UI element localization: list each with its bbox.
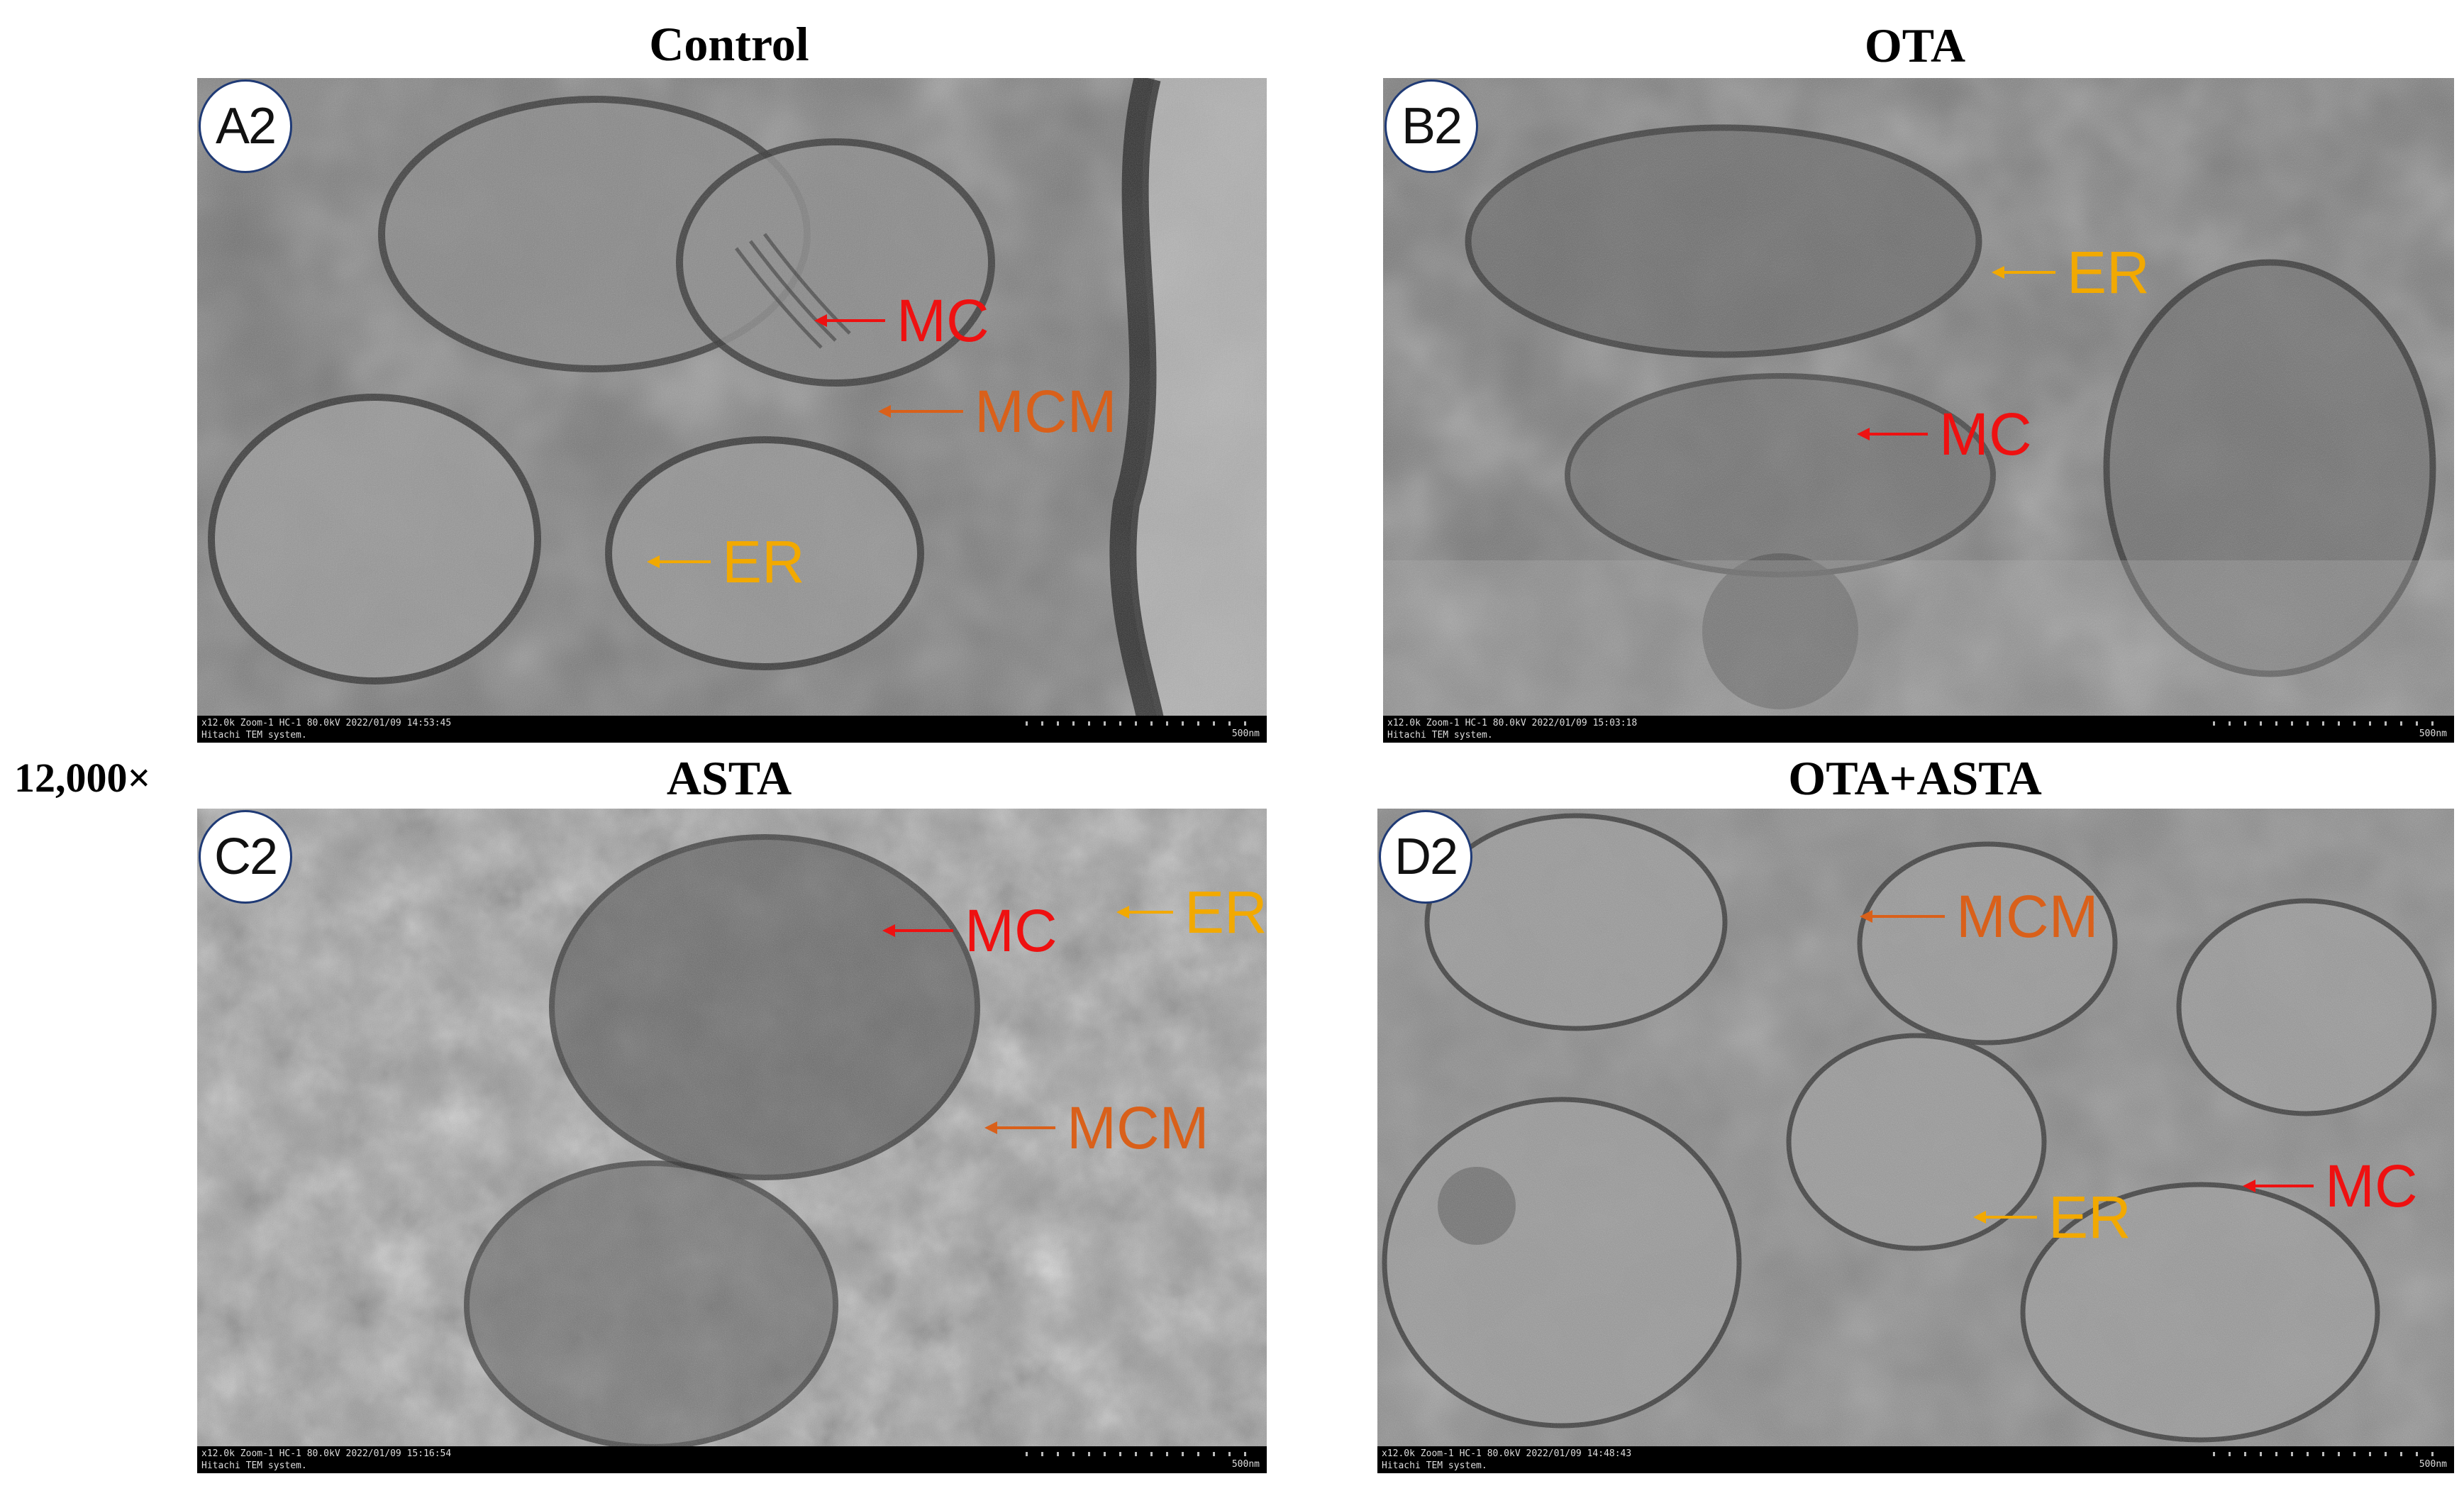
arrow-left-icon <box>814 314 885 327</box>
status-line-1: x12.0k Zoom-1 HC-1 80.0kV 2022/01/09 15:… <box>201 1448 452 1459</box>
magnification-label: 12,000× <box>14 755 151 801</box>
tem-micrograph-b <box>1383 78 2454 743</box>
status-line-1: x12.0k Zoom-1 HC-1 80.0kV 2022/01/09 14:… <box>201 718 452 728</box>
annotation-er: ER <box>1992 243 2150 302</box>
annotation-er: ER <box>1973 1187 2131 1247</box>
status-line-1: x12.0k Zoom-1 HC-1 80.0kV 2022/01/09 14:… <box>1382 1448 1632 1459</box>
panel-badge-b2: B2 <box>1384 79 1478 173</box>
annotation-label: MCM <box>1067 1094 1209 1161</box>
tem-micrograph-d <box>1377 809 2454 1473</box>
arrow-left-icon <box>1973 1211 2037 1224</box>
status-line-2: Hitachi TEM system. <box>201 730 307 741</box>
annotation-label: MC <box>1939 401 2032 467</box>
annotation-label: MC <box>897 287 989 354</box>
annotation-mc: MC <box>882 901 1058 960</box>
scale-label: 500nm <box>1231 728 1260 740</box>
arrow-left-icon <box>882 924 953 937</box>
annotation-er: ER <box>647 532 805 592</box>
tem-status-bar: x12.0k Zoom-1 HC-1 80.0kV 2022/01/09 15:… <box>197 1446 1267 1473</box>
annotation-label: ER <box>2067 239 2150 306</box>
scale-label: 500nm <box>1231 1459 1260 1470</box>
annotation-label: MCM <box>1956 883 2099 950</box>
status-line-2: Hitachi TEM system. <box>1382 1460 1487 1471</box>
status-line-2: Hitachi TEM system. <box>201 1460 307 1471</box>
arrow-left-icon <box>984 1121 1055 1134</box>
annotation-mc: MC <box>1857 404 2032 464</box>
annotation-er: ER <box>1116 882 1267 942</box>
panel-d-micrograph: D2 MCM MC ER x12.0k Zoom-1 HC-1 80.0kV 2… <box>1377 809 2454 1473</box>
annotation-label: ER <box>1184 879 1267 946</box>
annotation-label: MCM <box>975 378 1117 445</box>
panel-b-title: OTA <box>1864 18 1966 72</box>
annotation-label: ER <box>722 528 805 595</box>
annotation-mc: MC <box>2243 1156 2418 1216</box>
panel-badge-a2: A2 <box>199 79 292 173</box>
arrow-left-icon <box>1116 906 1173 919</box>
annotation-label: ER <box>2048 1184 2131 1251</box>
panel-badge-d2: D2 <box>1379 810 1472 904</box>
annotation-mcm: MCM <box>1860 887 2099 946</box>
annotation-mc: MC <box>814 291 989 350</box>
tem-status-bar: x12.0k Zoom-1 HC-1 80.0kV 2022/01/09 14:… <box>197 716 1267 743</box>
tem-micrograph-a <box>197 78 1267 743</box>
tem-micrograph-c <box>197 809 1267 1473</box>
panel-badge-c2: C2 <box>199 810 292 904</box>
tem-status-bar: x12.0k Zoom-1 HC-1 80.0kV 2022/01/09 14:… <box>1377 1446 2454 1473</box>
panel-d-title: OTA+ASTA <box>1788 751 2042 805</box>
panel-c-title: ASTA <box>666 751 792 805</box>
annotation-label: MC <box>2325 1153 2418 1219</box>
panel-a-title: Control <box>649 17 809 71</box>
arrow-left-icon <box>878 405 963 418</box>
arrow-left-icon <box>1857 428 1928 440</box>
arrow-left-icon <box>1992 266 2055 279</box>
scale-label: 500nm <box>2419 1459 2447 1470</box>
status-line-1: x12.0k Zoom-1 HC-1 80.0kV 2022/01/09 15:… <box>1387 718 1638 728</box>
panel-b-micrograph: B2 ER MC x12.0k Zoom-1 HC-1 80.0kV 2022/… <box>1383 78 2454 743</box>
scale-bar <box>2213 1452 2447 1456</box>
annotation-mcm: MCM <box>878 382 1117 441</box>
annotation-mcm: MCM <box>984 1098 1209 1158</box>
scale-bar <box>1026 721 1260 726</box>
scale-bar <box>1026 1452 1260 1456</box>
scale-bar <box>2213 721 2447 726</box>
status-line-2: Hitachi TEM system. <box>1387 730 1493 741</box>
arrow-left-icon <box>2243 1180 2314 1192</box>
scale-label: 500nm <box>2419 728 2447 740</box>
arrow-left-icon <box>647 555 711 568</box>
panel-a-micrograph: A2 MC MCM ER x12.0k Zoom-1 HC-1 80.0kV 2… <box>197 78 1267 743</box>
panel-c-micrograph: C2 MC ER MCM x12.0k Zoom-1 HC-1 80.0kV 2… <box>197 809 1267 1473</box>
annotation-label: MC <box>965 897 1058 964</box>
arrow-left-icon <box>1860 910 1945 923</box>
tem-status-bar: x12.0k Zoom-1 HC-1 80.0kV 2022/01/09 15:… <box>1383 716 2454 743</box>
